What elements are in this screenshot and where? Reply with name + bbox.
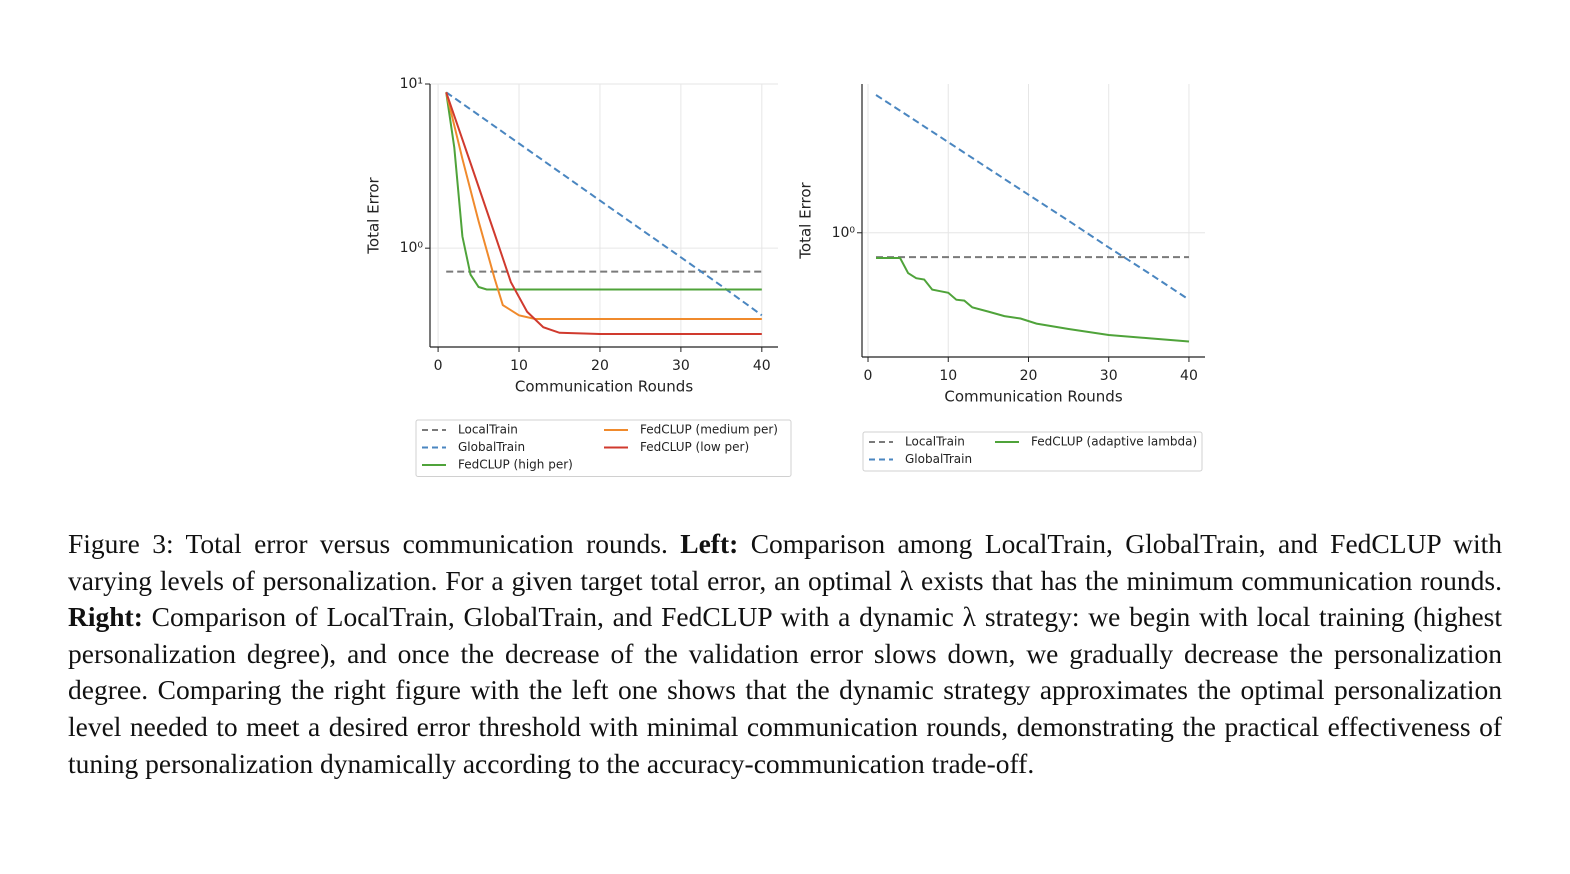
x-tick-label: 30 <box>1100 368 1118 384</box>
x-axis-label: Communication Rounds <box>515 378 693 396</box>
y-axis-label: Total Error <box>797 181 815 259</box>
x-tick-label: 20 <box>591 358 609 374</box>
x-tick-label: 30 <box>672 358 690 374</box>
legend-label: LocalTrain <box>458 423 518 437</box>
series-line <box>445 91 762 335</box>
series-line <box>445 92 762 320</box>
x-axis-label: Communication Rounds <box>944 388 1122 406</box>
x-tick-label: 0 <box>864 368 873 384</box>
legend-box <box>415 419 792 477</box>
y-tick-label: 10¹ <box>400 76 423 92</box>
caption-right-label: Right: <box>68 601 143 633</box>
y-tick-label: 10⁰ <box>400 240 424 256</box>
legend-label: FedCLUP (high per) <box>458 458 573 472</box>
x-tick-label: 0 <box>434 358 443 374</box>
series-line <box>876 257 1190 343</box>
legend-label: GlobalTrain <box>905 452 972 466</box>
y-tick-label: 10⁰ <box>832 225 856 241</box>
caption-left-label: Left: <box>680 528 739 559</box>
y-axis-label: Total Error <box>365 176 383 254</box>
x-tick-label: 40 <box>1180 368 1198 384</box>
x-tick-label: 10 <box>510 358 528 374</box>
caption-right-text: Comparison of LocalTrain, GlobalTrain, a… <box>68 601 1502 779</box>
series-line <box>445 92 762 291</box>
legend-label: FedCLUP (low per) <box>640 440 749 454</box>
figure: 0 10 20 30 40 10⁰ 10¹ Communication Rounds Total… <box>365 76 1205 477</box>
series-line <box>445 91 763 317</box>
legend-box <box>862 431 1203 472</box>
legend-label: LocalTrain <box>905 435 965 449</box>
legend-label: GlobalTrain <box>458 440 525 454</box>
series-line <box>875 94 1190 301</box>
legend-label: FedCLUP (adaptive lambda) <box>1031 435 1197 449</box>
legend-label: FedCLUP (medium per) <box>640 423 778 437</box>
x-tick-label: 40 <box>753 358 771 374</box>
x-tick-label: 20 <box>1020 368 1038 384</box>
caption: Figure 3: Total error versus communicati… <box>68 526 1502 782</box>
caption-intro: Figure 3: Total error versus communicati… <box>68 528 668 559</box>
x-tick-label: 10 <box>939 368 957 384</box>
caption-left-text: Comparison among LocalTrain, GlobalTrain… <box>68 528 1502 596</box>
